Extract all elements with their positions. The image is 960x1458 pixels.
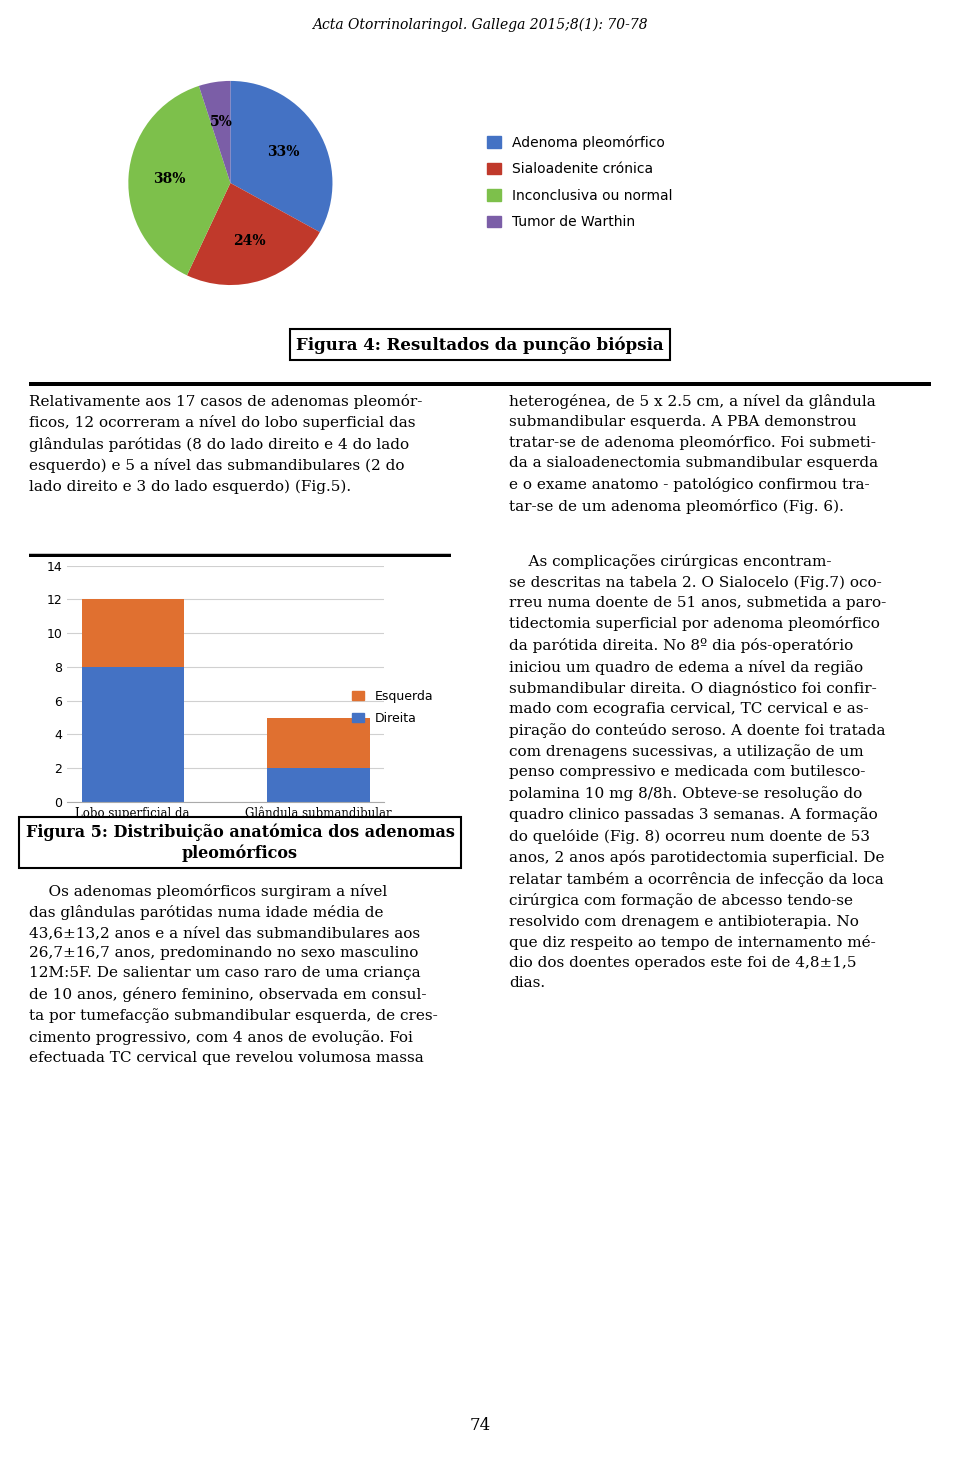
Text: Acta Otorrinolaringol. Gallega 2015;8(1): 70-78: Acta Otorrinolaringol. Gallega 2015;8(1)…: [312, 17, 648, 32]
Legend: Adenoma pleomórfico, Sialoadenite crónica, Inconclusiva ou normal, Tumor de Wart: Adenoma pleomórfico, Sialoadenite crónic…: [487, 136, 672, 229]
Text: 33%: 33%: [267, 144, 300, 159]
Text: 24%: 24%: [233, 235, 266, 248]
Text: 38%: 38%: [153, 172, 185, 187]
Wedge shape: [129, 86, 230, 276]
Text: Figura 4: Resultados da punção biópsia: Figura 4: Resultados da punção biópsia: [297, 335, 663, 354]
Wedge shape: [230, 80, 332, 232]
Text: 74: 74: [469, 1417, 491, 1433]
Legend: Esquerda, Direita: Esquerda, Direita: [352, 690, 433, 725]
Text: As complicações cirúrgicas encontram-
se descritas na tabela 2. O Sialocelo (Fig: As complicações cirúrgicas encontram- se…: [509, 554, 886, 990]
Text: Relativamente aos 17 casos de adenomas pleomór-
ficos, 12 ocorreram a nível do l: Relativamente aos 17 casos de adenomas p…: [29, 394, 422, 494]
Bar: [82, 599, 183, 666]
Bar: [268, 768, 370, 802]
Text: 5%: 5%: [209, 115, 232, 130]
Bar: [82, 666, 183, 802]
Bar: [268, 717, 370, 768]
Wedge shape: [187, 182, 320, 284]
Wedge shape: [199, 80, 230, 182]
Text: heterogénea, de 5 x 2.5 cm, a nível da glândula
submandibular esquerda. A PBA de: heterogénea, de 5 x 2.5 cm, a nível da g…: [509, 394, 878, 513]
Text: Os adenomas pleomórficos surgiram a nível
das glândulas parótidas numa idade méd: Os adenomas pleomórficos surgiram a níve…: [29, 884, 438, 1064]
Text: Figura 5: Distribuição anatómica dos adenomas
pleomórficos: Figura 5: Distribuição anatómica dos ade…: [26, 824, 454, 862]
